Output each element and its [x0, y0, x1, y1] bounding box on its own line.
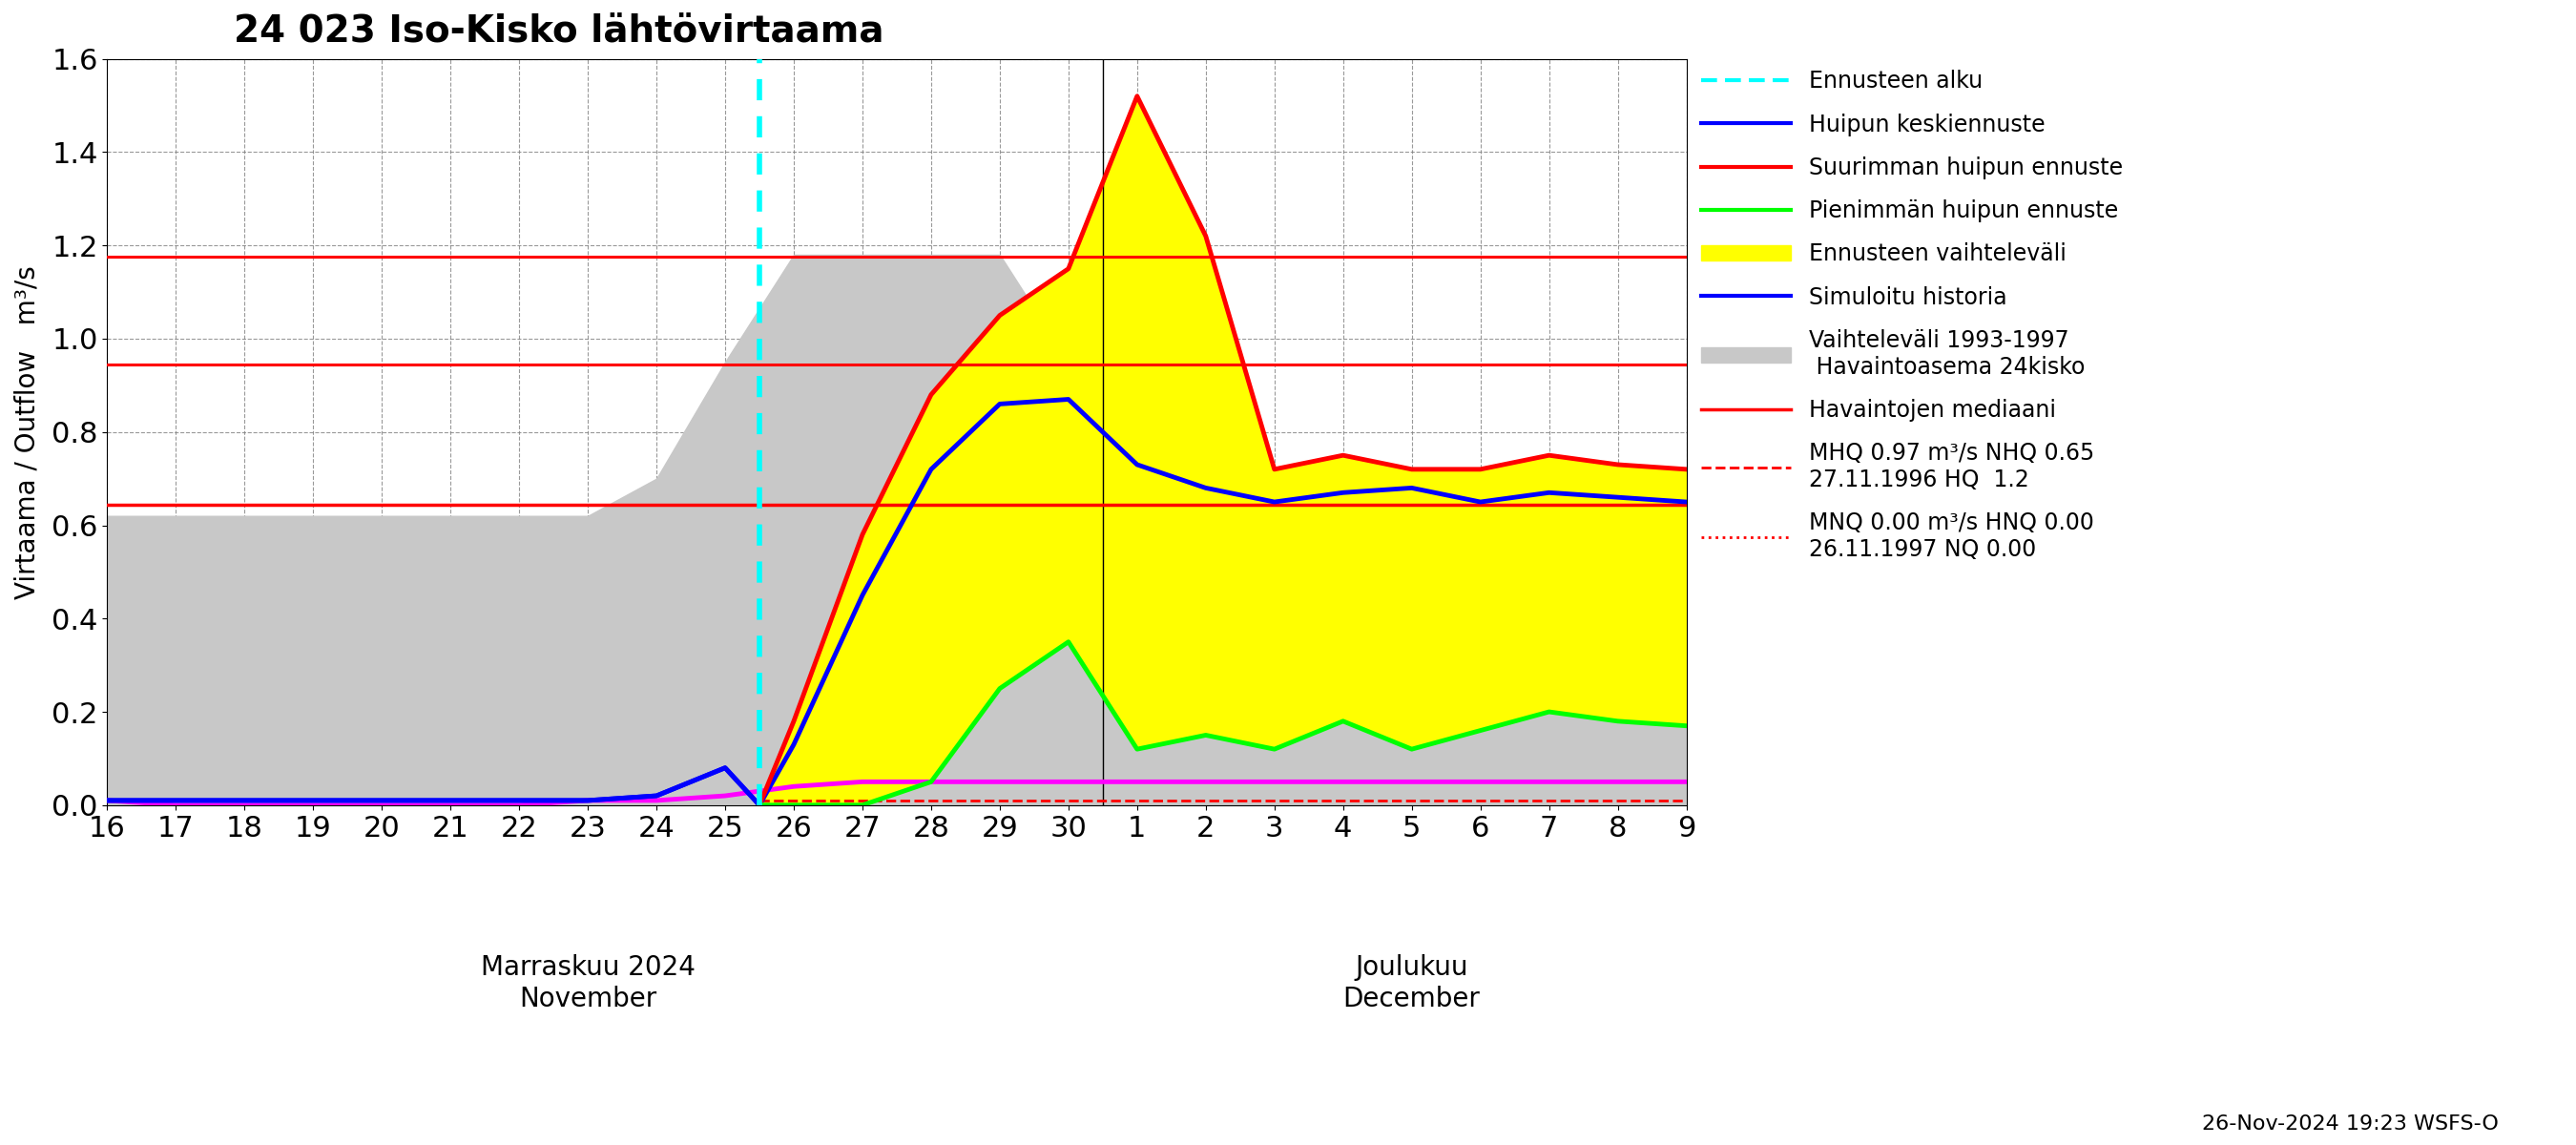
Legend: Ennusteen alku, Huipun keskiennuste, Suurimman huipun ennuste, Pienimmän huipun : Ennusteen alku, Huipun keskiennuste, Suu…	[1700, 70, 2123, 561]
Text: 24 023 Iso-Kisko lähtövirtaama: 24 023 Iso-Kisko lähtövirtaama	[234, 14, 884, 50]
Text: Marraskuu 2024
November: Marraskuu 2024 November	[482, 955, 696, 1012]
Y-axis label: Virtaama / Outflow   m³/s: Virtaama / Outflow m³/s	[15, 266, 41, 599]
Text: 26-Nov-2024 19:23 WSFS-O: 26-Nov-2024 19:23 WSFS-O	[2202, 1114, 2499, 1134]
Text: Joulukuu
December: Joulukuu December	[1342, 955, 1481, 1012]
